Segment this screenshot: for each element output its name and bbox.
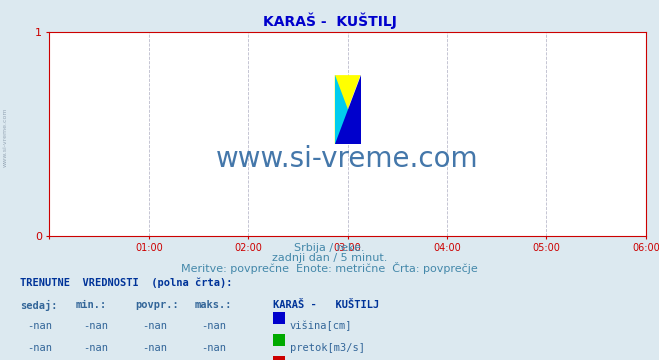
Text: www.si-vreme.com: www.si-vreme.com <box>216 144 479 172</box>
Text: Srbija / reke.: Srbija / reke. <box>295 243 364 253</box>
Text: -nan: -nan <box>142 321 167 331</box>
Polygon shape <box>335 75 360 144</box>
Text: KARAŠ -  KUŠTILJ: KARAŠ - KUŠTILJ <box>262 13 397 29</box>
Text: -nan: -nan <box>142 343 167 353</box>
Text: KARAŠ -   KUŠTILJ: KARAŠ - KUŠTILJ <box>273 300 380 310</box>
Text: www.si-vreme.com: www.si-vreme.com <box>3 107 8 167</box>
Text: -nan: -nan <box>27 321 52 331</box>
Polygon shape <box>335 75 360 144</box>
Text: TRENUTNE  VREDNOSTI  (polna črta):: TRENUTNE VREDNOSTI (polna črta): <box>20 277 232 288</box>
Text: maks.:: maks.: <box>194 300 232 310</box>
Text: pretok[m3/s]: pretok[m3/s] <box>290 343 365 353</box>
Text: povpr.:: povpr.: <box>135 300 179 310</box>
Text: -nan: -nan <box>202 343 227 353</box>
Text: -nan: -nan <box>27 343 52 353</box>
Polygon shape <box>335 75 360 144</box>
Text: min.:: min.: <box>76 300 107 310</box>
Text: -nan: -nan <box>202 321 227 331</box>
Text: zadnji dan / 5 minut.: zadnji dan / 5 minut. <box>272 253 387 263</box>
Text: -nan: -nan <box>83 343 108 353</box>
Text: sedaj:: sedaj: <box>20 300 57 311</box>
Text: Meritve: povprečne  Enote: metrične  Črta: povprečje: Meritve: povprečne Enote: metrične Črta:… <box>181 262 478 274</box>
Text: višina[cm]: višina[cm] <box>290 321 353 332</box>
Text: -nan: -nan <box>83 321 108 331</box>
